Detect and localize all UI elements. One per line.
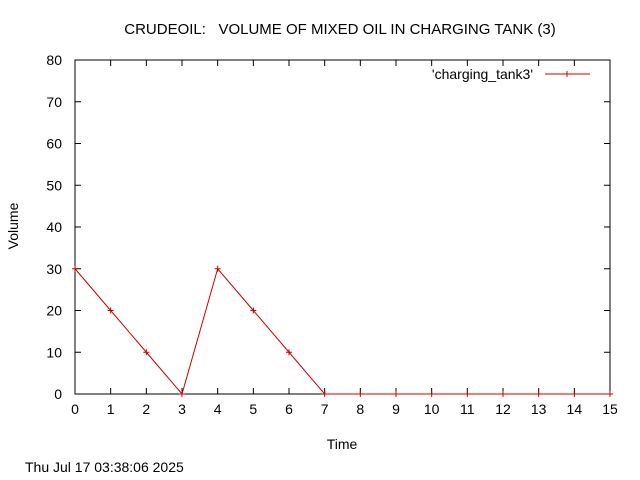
series-layer	[72, 265, 613, 397]
data-point	[143, 349, 150, 356]
y-axis-label: Volume	[5, 202, 21, 249]
x-tick-label: 3	[178, 401, 186, 417]
y-tick-label: 20	[46, 303, 62, 319]
axes	[74, 59, 611, 395]
timestamp: Thu Jul 17 03:38:06 2025	[25, 459, 184, 475]
legend-marker	[564, 71, 570, 77]
data-point	[535, 391, 542, 397]
data-point	[357, 391, 364, 397]
plot-frame	[74, 59, 611, 395]
chart-title: CRUDEOIL: VOLUME OF MIXED OIL IN CHARGIN…	[124, 21, 555, 38]
data-point	[428, 391, 435, 397]
x-tick-label: 2	[142, 401, 150, 417]
x-tick-label: 0	[71, 401, 79, 417]
x-tick-label: 5	[249, 401, 257, 417]
y-tick-label: 50	[46, 177, 62, 193]
x-tick-label: 12	[495, 401, 511, 417]
x-axis-label: Time	[327, 436, 358, 452]
x-tick-label: 15	[602, 401, 618, 417]
x-tick-label: 4	[214, 401, 222, 417]
legend-label: 'charging_tank3'	[432, 66, 533, 82]
data-point	[321, 391, 328, 397]
data-point	[393, 391, 399, 397]
legend: 'charging_tank3'	[432, 66, 590, 82]
data-point	[179, 391, 185, 397]
y-tick-label: 40	[46, 219, 62, 235]
data-point	[72, 265, 78, 272]
y-tick-label: 80	[46, 52, 62, 68]
x-tick-label: 9	[392, 401, 400, 417]
y-tick-label: 10	[46, 344, 62, 360]
x-tick-label: 10	[424, 401, 440, 417]
y-tick-label: 30	[46, 261, 62, 277]
x-tick-label: 1	[107, 401, 115, 417]
data-point	[571, 391, 578, 397]
data-point	[607, 391, 613, 397]
data-point	[464, 391, 471, 397]
x-tick-label: 14	[567, 401, 583, 417]
series-line	[74, 267, 610, 396]
x-tick-label: 13	[531, 401, 547, 417]
y-tick-label: 60	[46, 136, 62, 152]
data-point	[250, 307, 257, 314]
x-tick-label: 7	[321, 401, 329, 417]
data-point	[107, 307, 114, 314]
data-point	[214, 265, 221, 272]
x-tick-label: 8	[356, 401, 364, 417]
data-point	[286, 349, 292, 356]
y-tick-label: 70	[46, 94, 62, 110]
x-tick-label: 11	[460, 401, 475, 417]
data-point	[500, 391, 506, 397]
x-tick-label: 6	[285, 401, 293, 417]
y-tick-label: 0	[54, 386, 62, 402]
